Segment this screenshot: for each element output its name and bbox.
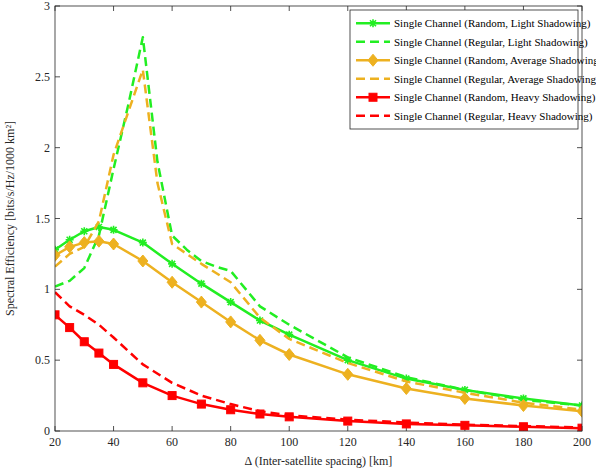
series-5 [55,292,582,427]
marker [95,349,103,357]
y-tick-label: 1.5 [35,212,50,226]
marker [577,405,582,417]
y-tick-label: 0 [44,424,50,438]
marker [139,379,147,387]
series-0 [55,223,582,410]
marker [227,406,235,414]
marker [65,241,75,253]
x-tick-label: 20 [49,435,61,449]
y-tick-label: 2 [44,141,50,155]
marker [80,338,88,346]
series-4 [55,311,582,431]
x-tick [113,426,114,431]
legend-label: Single Channel (Regular, Light Shadowing… [394,36,588,49]
x-tick-label: 200 [573,435,591,449]
marker [138,255,148,267]
y-tick-label: 3 [44,0,50,13]
marker [55,249,60,261]
marker [255,334,265,346]
marker [343,368,353,380]
legend-swatch [356,41,390,44]
x-tick [172,426,173,431]
legend-swatch [356,78,390,81]
marker [196,296,206,308]
marker [226,316,236,328]
series-line [55,292,582,427]
x-tick-label: 120 [339,435,357,449]
legend-marker [368,54,378,66]
y-tick [577,289,582,290]
y-tick [55,147,60,148]
legend-label: Single Channel (Random, Light Shadowing) [394,17,591,30]
marker [168,260,176,268]
legend-label: Single Channel (Random, Heavy Shadowing) [394,91,596,104]
y-tick-label: 2.5 [35,70,50,84]
legend-swatch [356,115,390,118]
marker [110,360,118,368]
y-tick [577,147,582,148]
x-tick-label: 180 [514,435,532,449]
plot-background [55,6,582,431]
x-tick-label: 60 [166,435,178,449]
legend-label: Single Channel (Regular, Average Shadowi… [394,73,596,86]
x-tick-label: 40 [108,435,120,449]
marker [460,392,470,404]
y-tick [577,360,582,361]
marker [139,239,147,247]
legend-label: Single Channel (Random, Average Shadowin… [394,54,596,67]
series-2 [55,235,582,417]
series-line [55,315,582,428]
x-tick [347,426,348,431]
y-tick-label: 0.5 [35,353,50,367]
marker [110,226,118,234]
marker [80,227,88,235]
marker [66,324,74,332]
legend: Single Channel (Random, Light Shadowing)… [350,10,596,129]
legend-marker [369,93,377,101]
marker [197,280,205,288]
marker [109,238,119,250]
x-tick [347,6,348,11]
marker [55,311,59,319]
marker [94,235,104,247]
x-tick [113,6,114,11]
y-tick [55,218,60,219]
legend-label: Single Channel (Regular, Heavy Shadowing… [394,110,593,123]
x-tick [289,426,290,431]
y-tick [55,76,60,77]
x-tick [289,6,290,11]
chart: 20 40 60 80 100 120 140 160 180 200 0 0.5 1 1.5 2 2.5 3 Δ… [0,0,596,470]
y-tick [55,360,60,361]
y-tick-label: 1 [44,282,50,296]
y-tick [577,218,582,219]
x-tick-label: 160 [456,435,474,449]
x-tick [172,6,173,11]
marker [401,383,411,395]
legend-marker [369,19,377,27]
marker [284,349,294,361]
y-tick [55,289,60,290]
x-tick [230,426,231,431]
x-tick [230,6,231,11]
marker [168,392,176,400]
plot-frame [55,6,582,431]
marker [227,298,235,306]
y-axis-label: Spectral Efficiency [bits/s/Hz/1000 km²] [3,121,17,316]
marker [167,276,177,288]
x-axis-label: Δ (Inter-satellite spacing) [km] [245,454,393,468]
x-tick-label: 140 [397,435,415,449]
series-line [55,241,582,411]
x-tick-label: 80 [225,435,237,449]
marker [197,400,205,408]
x-tick-label: 100 [280,435,298,449]
